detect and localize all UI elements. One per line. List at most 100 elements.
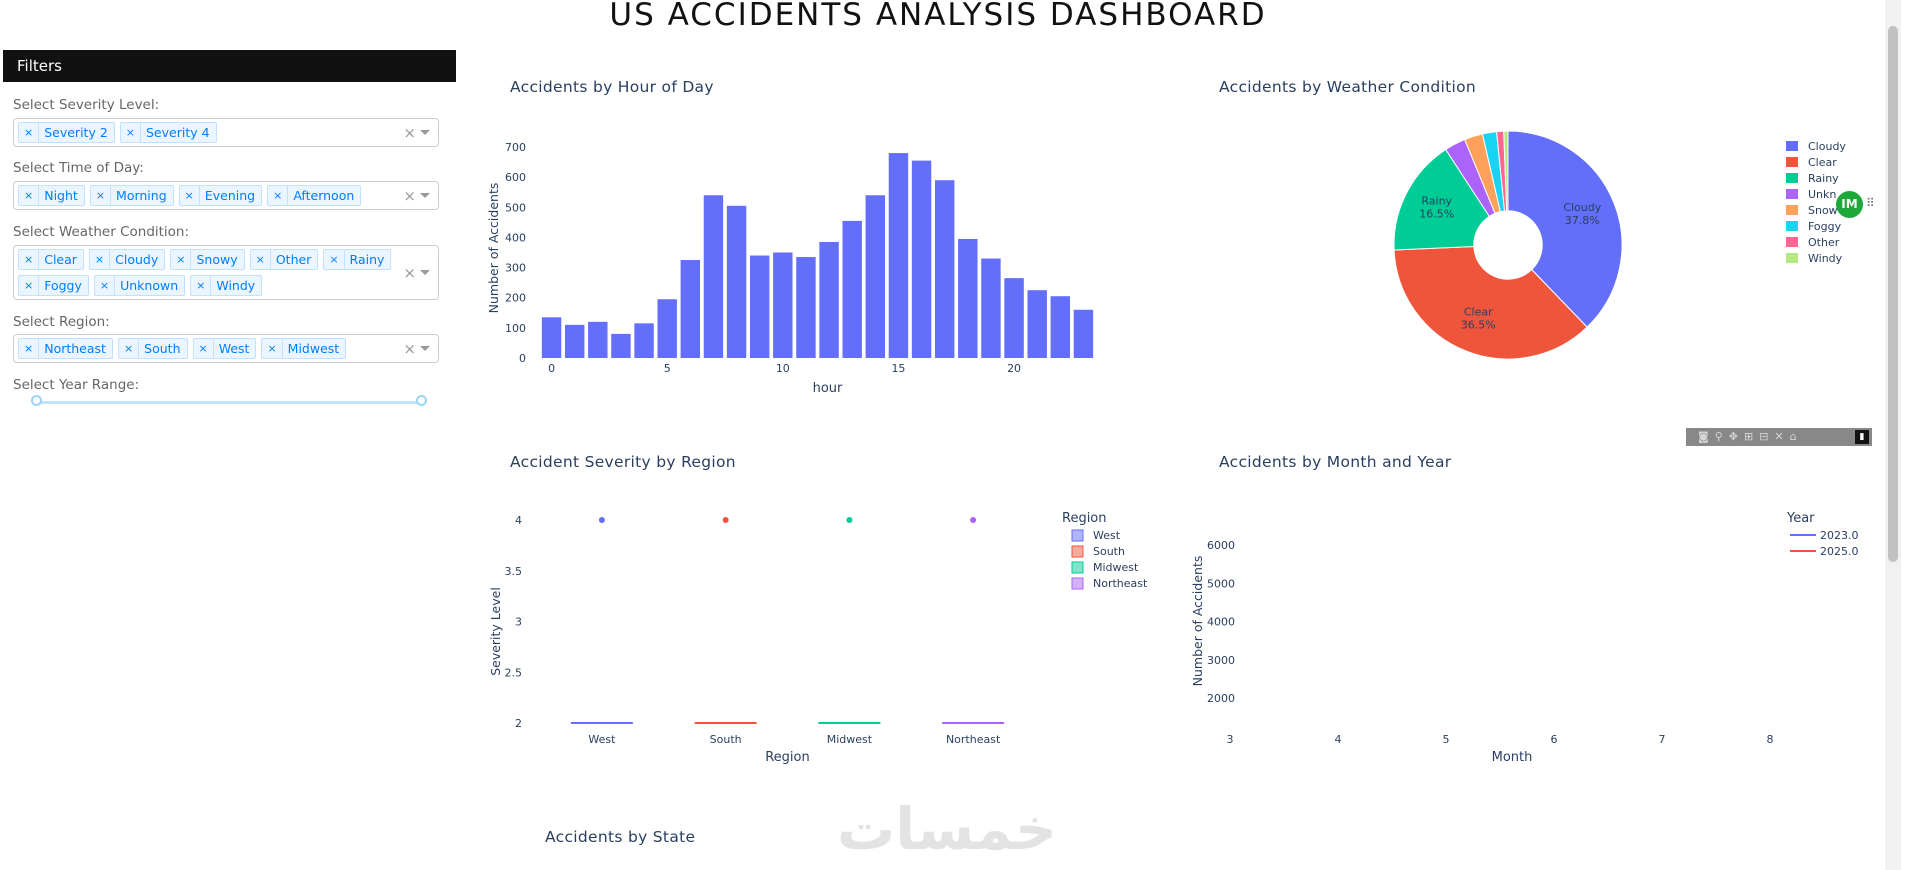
- legend-swatch: [1786, 173, 1798, 183]
- x-tick-label: South: [710, 733, 742, 746]
- severity-dropdown[interactable]: × Severity 2 × Severity 4 ×: [13, 118, 439, 147]
- chip-remove-icon[interactable]: ×: [90, 250, 111, 269]
- chip-label: Clear: [44, 252, 77, 267]
- region-label: Select Region:: [13, 314, 110, 330]
- chevron-down-icon[interactable]: [420, 345, 430, 351]
- clear-icon[interactable]: ×: [403, 186, 416, 205]
- chip-label: Afternoon: [293, 188, 355, 203]
- zoom-icon[interactable]: ⚲: [1714, 430, 1723, 443]
- chip-remove-icon[interactable]: ×: [19, 250, 40, 269]
- chip-remove-icon[interactable]: ×: [95, 276, 116, 295]
- y-tick-label: 3000: [1207, 654, 1235, 667]
- filters-header: Filters: [3, 50, 456, 82]
- chip-remove-icon[interactable]: ×: [19, 186, 40, 205]
- chip-remove-icon[interactable]: ×: [194, 339, 214, 358]
- year-range-label: Select Year Range:: [13, 377, 140, 393]
- legend-swatch: [1786, 205, 1798, 215]
- bar: [588, 321, 608, 358]
- x-axis-label: hour: [813, 381, 843, 396]
- time-of-day-label: Select Time of Day:: [13, 160, 144, 176]
- chip-label: Unknown: [120, 278, 179, 293]
- chip-remove-icon[interactable]: ×: [19, 339, 40, 358]
- legend-label: Foggy: [1808, 220, 1842, 233]
- chevron-down-icon[interactable]: [420, 192, 430, 198]
- bar: [680, 260, 701, 358]
- bar: [611, 333, 631, 358]
- legend-swatch: [1786, 189, 1798, 199]
- chip-remove-icon[interactable]: ×: [324, 250, 345, 269]
- y-tick-label: 2: [515, 717, 522, 730]
- chip-label: West: [218, 341, 250, 356]
- clear-icon[interactable]: ×: [403, 123, 416, 142]
- severity-chart: 2 2.5 3 3.5 4 West South Midwest Northeast Region…: [488, 511, 1148, 765]
- x-tick-label: 8: [1767, 733, 1774, 746]
- clear-icon[interactable]: ×: [403, 339, 416, 358]
- extension-badge[interactable]: IM: [1836, 191, 1863, 218]
- bar: [564, 324, 585, 358]
- bar: [634, 323, 654, 358]
- x-tick-label: 0: [548, 362, 555, 375]
- autoscale-icon[interactable]: ✕: [1774, 430, 1784, 443]
- y-tick-label: 4000: [1207, 616, 1235, 629]
- chip-remove-icon[interactable]: ×: [251, 250, 271, 269]
- weather-dropdown[interactable]: × Clear × Cloudy × Snowy × Other × Rainy × Foggy × Un…: [13, 245, 439, 300]
- x-tick-label: 15: [891, 362, 905, 375]
- chip-remove-icon[interactable]: ×: [268, 186, 289, 205]
- camera-icon[interactable]: ◙: [1698, 430, 1709, 443]
- legend-label: Windy: [1808, 252, 1843, 265]
- chip-remove-icon[interactable]: ×: [91, 186, 112, 205]
- filter-chip: × Night: [18, 185, 85, 206]
- scrollbar[interactable]: [1885, 0, 1901, 870]
- region-dropdown[interactable]: × Northeast × South × West × Midwest ×: [13, 334, 439, 363]
- chevron-down-icon[interactable]: [420, 269, 430, 275]
- chip-remove-icon[interactable]: ×: [121, 123, 141, 142]
- legend-label: Cloudy: [1808, 140, 1846, 153]
- filters-panel: Filters: [3, 50, 456, 82]
- pie-label: Clear 36.5%: [1461, 305, 1496, 331]
- outlier-point: [846, 517, 853, 523]
- filter-chip: × Midwest: [261, 338, 347, 359]
- filter-chip: × Unknown: [93, 275, 186, 296]
- zoom-out-icon[interactable]: ⊟: [1759, 430, 1769, 443]
- y-axis-label: Severity Level: [488, 587, 503, 676]
- zoom-in-icon[interactable]: ⊞: [1743, 430, 1754, 443]
- home-icon[interactable]: ⌂: [1789, 430, 1797, 443]
- filter-chip: × Foggy: [18, 275, 89, 296]
- chip-remove-icon[interactable]: ×: [262, 339, 283, 358]
- chevron-down-icon[interactable]: [420, 129, 430, 135]
- chip-remove-icon[interactable]: ×: [180, 186, 200, 205]
- legend-label: Unkn: [1808, 188, 1836, 201]
- chip-remove-icon[interactable]: ×: [19, 123, 40, 142]
- chip-label: Morning: [116, 188, 167, 203]
- bar: [657, 299, 677, 358]
- clear-icon[interactable]: ×: [403, 263, 416, 282]
- time-of-day-dropdown[interactable]: × Night × Morning × Evening × Afternoon ×: [13, 181, 439, 210]
- legend-label: 2025.0: [1820, 545, 1859, 558]
- year-range-handle-high[interactable]: [416, 395, 427, 406]
- legend-swatch: [1071, 561, 1084, 574]
- chip-remove-icon[interactable]: ×: [191, 276, 212, 295]
- chip-label: Midwest: [287, 341, 340, 356]
- region-chips: × Northeast × South × West × Midwest: [18, 338, 398, 359]
- legend-swatch: [1786, 253, 1798, 263]
- pan-icon[interactable]: ✥: [1728, 430, 1738, 443]
- year-range-handle-low[interactable]: [31, 395, 42, 406]
- month-chart-title: Accidents by Month and Year: [1219, 453, 1452, 471]
- bar: [934, 180, 955, 358]
- state-chart-title: Accidents by State: [545, 828, 696, 846]
- x-axis-label: Month: [1492, 750, 1533, 765]
- y-axis-label: Number of Accidents: [1190, 556, 1205, 687]
- drag-grip-icon[interactable]: ⠿: [1866, 196, 1875, 210]
- bar: [981, 258, 1001, 358]
- filter-chip: × Cloudy: [88, 249, 166, 270]
- plotly-logo-icon[interactable]: ▮: [1855, 430, 1869, 444]
- chip-remove-icon[interactable]: ×: [119, 339, 140, 358]
- scroll-thumb[interactable]: [1888, 26, 1898, 562]
- page-title: US ACCIDENTS ANALYSIS DASHBOARD: [609, 0, 1267, 33]
- year-range-track[interactable]: [37, 401, 421, 404]
- chip-label: Windy: [216, 278, 256, 293]
- legend-swatch: [1786, 141, 1798, 151]
- y-tick-label: 3.5: [505, 565, 523, 578]
- chip-remove-icon[interactable]: ×: [171, 250, 192, 269]
- chip-remove-icon[interactable]: ×: [19, 276, 40, 295]
